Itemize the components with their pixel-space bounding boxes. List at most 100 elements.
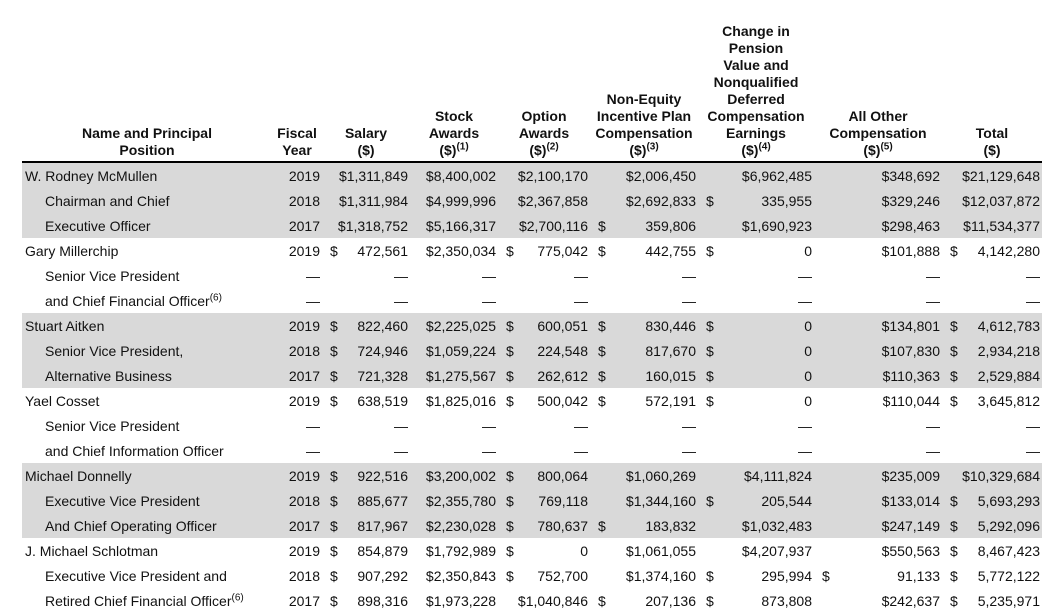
amount-cell: $6,962,485 [698,162,814,188]
year-cell: — [306,292,320,309]
amount: 4,612,783 [977,317,1040,334]
amount-wrap: $638,519 [322,393,408,409]
currency: $ [950,592,958,609]
year-cell: 2017 [272,213,322,238]
amount-cell: $133,014 [814,488,942,513]
table-row: W. Rodney McMullen 2019 $1,311,849 $8,400,0… [22,162,1042,188]
amount-cell: $4,142,280 [942,238,1042,263]
year-cell: 2019 [272,313,322,338]
name-cell: Senior Vice President [22,263,272,288]
amount-cell: $780,637 [498,513,590,538]
currency: $ [950,317,958,334]
amount: 780,637 [537,517,588,534]
amount: 817,967 [357,517,408,534]
year-cell: 2018 [272,488,322,513]
amount-cell: $2,225,025 [410,313,498,338]
amount-wrap: $769,118 [498,493,588,509]
amount-cell: — [574,292,588,309]
amount-cell: — [682,442,696,459]
amount-wrap: $0 [498,543,588,559]
amount: 600,051 [537,317,588,334]
currency: $ [506,242,514,259]
amount-cell: $107,830 [814,338,942,363]
amount-cell: $1,032,483 [698,513,814,538]
name-text: and Chief Financial Officer [45,292,210,309]
amount: 335,955 [761,192,812,209]
amount-cell: $110,363 [814,363,942,388]
year-cell: 2019 [272,463,322,488]
amount: 0 [804,242,812,259]
amount-wrap: $885,677 [322,493,408,509]
year-cell: 2018 [288,567,320,584]
amount-cell: $183,832 [590,513,698,538]
amount: 885,677 [357,492,408,509]
currency: $ [506,492,514,509]
amount-cell: $638,519 [322,388,410,413]
amount-wrap: $907,292 [322,568,408,584]
amount: 5,772,122 [977,567,1040,584]
amount: 907,292 [357,567,408,584]
amount-cell: $442,755 [590,238,698,263]
amount: 922,516 [357,467,408,484]
currency: $ [950,342,958,359]
amount-cell: $817,670 [590,338,698,363]
amount: 0 [804,392,812,409]
amount-cell: $359,806 [590,213,698,238]
amount: 0 [804,342,812,359]
column-header: Name and Principal Position [22,4,272,163]
amount-cell: — [574,417,588,434]
currency: $ [706,592,714,609]
amount-cell: $224,548 [498,338,590,363]
currency: $ [330,367,338,384]
amount-cell: $348,692 [814,162,942,188]
currency: $ [706,242,714,259]
amount: 769,118 [538,492,588,509]
name-cell: Retired Chief Financial Officer(6) [22,588,272,613]
table-row: Executive Vice President 2018 $885,677 $2,3… [22,488,1042,513]
amount: 4,142,280 [977,242,1040,259]
name-cell: W. Rodney McMullen [22,162,272,188]
amount-wrap: $898,316 [322,593,408,609]
amount-cell: $822,460 [322,313,410,338]
amount-cell: — [1026,267,1040,284]
currency: $ [950,367,958,384]
header-line: Compensation [707,108,805,124]
amount-wrap: $207,136 [590,593,696,609]
amount-cell: $2,006,450 [590,162,698,188]
amount: 724,946 [357,342,408,359]
amount-cell: $335,955 [698,188,814,213]
header-line: Incentive Plan [596,108,692,124]
amount-cell: $12,037,872 [942,188,1042,213]
amount-cell: $5,235,971 [942,588,1042,613]
amount-cell: $1,318,752 [322,213,410,238]
currency: $ [330,242,338,259]
name-cell: Executive Vice President [22,488,272,513]
name-text: Michael Donnelly [25,467,132,484]
amount-cell: $329,246 [814,188,942,213]
amount-cell: $5,693,293 [942,488,1042,513]
amount-cell: $800,064 [498,463,590,488]
amount-cell: — [798,442,812,459]
table-row: and Chief Financial Officer(6) — — — — — — — — [22,288,1042,313]
currency: $ [330,592,338,609]
amount-wrap: $800,064 [498,468,588,484]
name-text: Senior Vice President [45,267,180,284]
amount-wrap: $2,934,218 [942,343,1040,359]
amount-cell: $134,801 [814,313,942,338]
year-cell: 2017 [272,513,322,538]
currency: $ [706,317,714,334]
column-header: Salary ($) [322,4,410,163]
amount-cell: $1,973,228 [425,592,496,609]
amount: 752,700 [537,567,588,584]
year-cell: 2017 [272,363,322,388]
amount: 0 [580,542,588,559]
amount: 5,292,096 [977,517,1040,534]
name-text: J. Michael Schlotman [25,542,159,559]
amount-cell: $1,825,016 [425,392,496,409]
column-header: Option Awards ($)(2) [498,4,590,163]
amount-cell: $854,879 [322,538,410,563]
column-header: Fiscal Year [272,4,322,163]
amount-wrap: $335,955 [698,193,812,209]
amount-cell: $898,316 [322,588,410,613]
